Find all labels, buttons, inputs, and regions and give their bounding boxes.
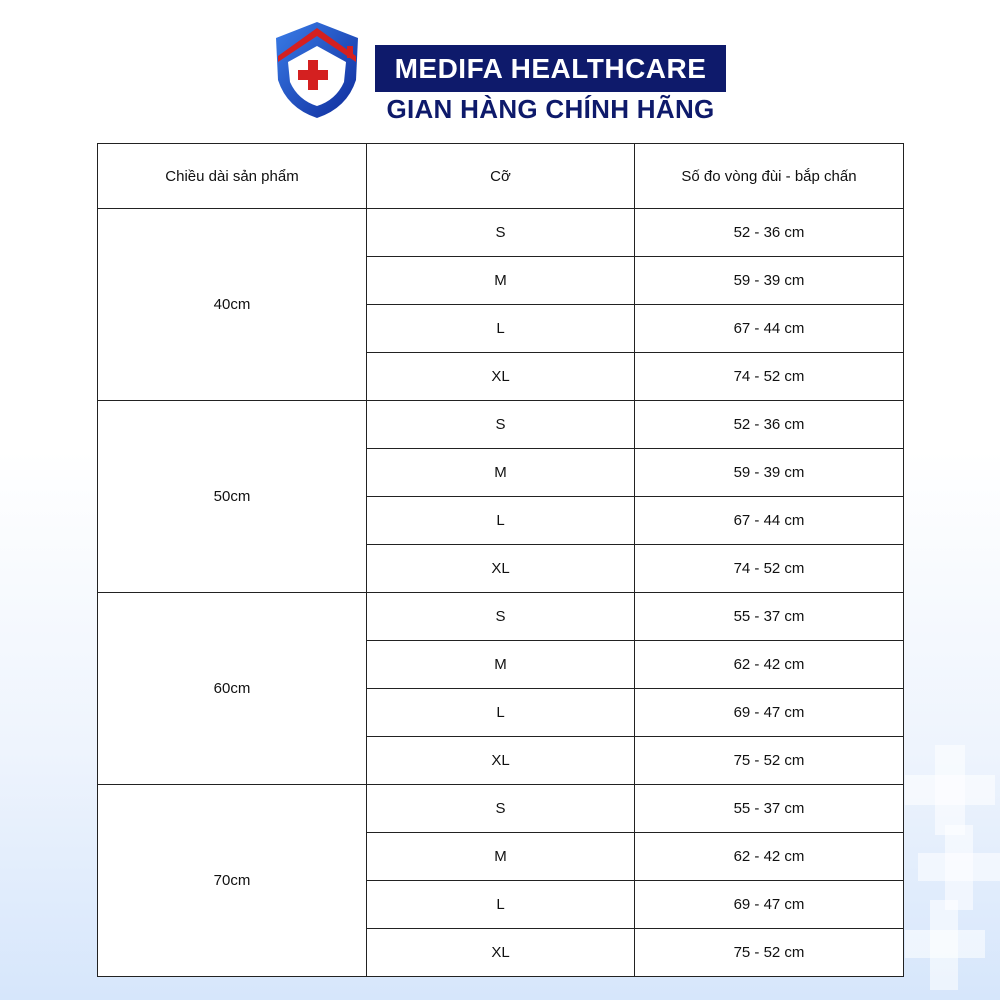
- measurement-cell: 67 - 44 cm: [634, 496, 904, 545]
- length-cell: 70cm: [97, 784, 367, 977]
- length-cell: 50cm: [97, 400, 367, 593]
- table-row: XL 74 - 52 cm: [98, 352, 904, 401]
- size-cell: L: [366, 304, 635, 353]
- table-row: 60cm S 55 - 37 cm: [97, 592, 904, 785]
- header-length: Chiều dài sản phẩm: [97, 143, 367, 209]
- size-cell: M: [366, 832, 635, 881]
- measurement-cell: 62 - 42 cm: [634, 832, 904, 881]
- size-cell: M: [366, 640, 635, 689]
- measurement-cell: 74 - 52 cm: [634, 352, 904, 401]
- size-cell: L: [366, 496, 635, 545]
- table-row: M 59 - 39 cm: [98, 448, 904, 497]
- measurement-cell: 69 - 47 cm: [634, 688, 904, 737]
- size-cell: XL: [366, 928, 635, 977]
- size-cell: S: [366, 400, 635, 449]
- table-row: L 69 - 47 cm: [98, 688, 904, 737]
- size-cell: L: [366, 688, 635, 737]
- measurement-cell: 62 - 42 cm: [634, 640, 904, 689]
- table-row: L 69 - 47 cm: [98, 880, 904, 929]
- size-cell: M: [366, 256, 635, 305]
- table-header-row: Chiều dài sản phẩm Cỡ Số đo vòng đùi - b…: [97, 143, 904, 209]
- table-row: 70cm S 55 - 37 cm: [97, 784, 904, 977]
- size-cell: M: [366, 448, 635, 497]
- size-cell: S: [366, 592, 635, 641]
- size-cell: S: [366, 208, 635, 257]
- size-cell: L: [366, 880, 635, 929]
- measurement-cell: 59 - 39 cm: [634, 256, 904, 305]
- measurement-cell: 52 - 36 cm: [634, 208, 904, 257]
- table-row: 50cm S 52 - 36 cm: [97, 400, 904, 593]
- length-cell: 60cm: [97, 592, 367, 785]
- header-size: Cỡ: [366, 143, 635, 209]
- measurement-cell: 55 - 37 cm: [634, 592, 904, 641]
- brand-name: MEDIFA HEALTHCARE: [375, 45, 726, 92]
- measurement-cell: 55 - 37 cm: [634, 784, 904, 833]
- table-row: XL 74 - 52 cm: [98, 544, 904, 593]
- header-measurement: Số đo vòng đùi - bắp chấn: [634, 143, 904, 209]
- measurement-cell: 74 - 52 cm: [634, 544, 904, 593]
- size-cell: XL: [366, 544, 635, 593]
- table-row: 40cm S 52 - 36 cm: [97, 208, 904, 401]
- length-cell: 40cm: [97, 208, 367, 401]
- table-row: L 67 - 44 cm: [98, 496, 904, 545]
- table-row: M 59 - 39 cm: [98, 256, 904, 305]
- table-row: XL 75 - 52 cm: [98, 736, 904, 785]
- size-chart-table: Chiều dài sản phẩm Cỡ Số đo vòng đùi - b…: [97, 143, 904, 977]
- measurement-cell: 67 - 44 cm: [634, 304, 904, 353]
- size-cell: XL: [366, 352, 635, 401]
- size-cell: S: [366, 784, 635, 833]
- shield-logo-icon: [276, 22, 358, 118]
- table-row: XL 75 - 52 cm: [98, 928, 904, 977]
- size-cell: XL: [366, 736, 635, 785]
- measurement-cell: 75 - 52 cm: [634, 928, 904, 977]
- table-row: L 67 - 44 cm: [98, 304, 904, 353]
- measurement-cell: 52 - 36 cm: [634, 400, 904, 449]
- table-row: M 62 - 42 cm: [98, 640, 904, 689]
- measurement-cell: 59 - 39 cm: [634, 448, 904, 497]
- measurement-cell: 75 - 52 cm: [634, 736, 904, 785]
- brand-tagline: GIAN HÀNG CHÍNH HÃNG: [386, 94, 715, 124]
- measurement-cell: 69 - 47 cm: [634, 880, 904, 929]
